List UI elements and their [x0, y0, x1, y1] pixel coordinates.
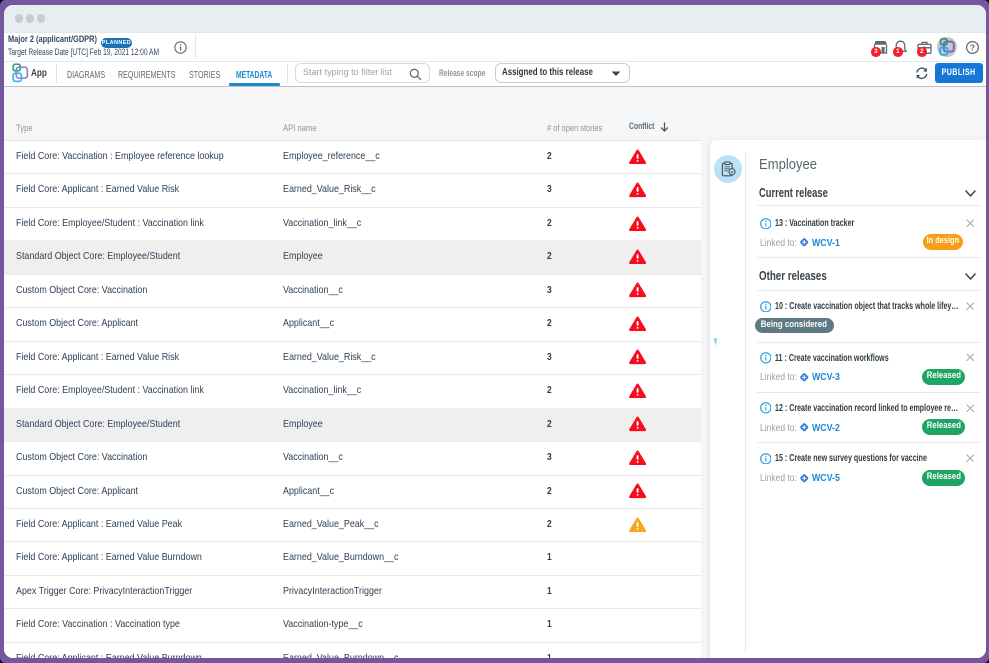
svg-text:?: ?: [970, 42, 975, 52]
